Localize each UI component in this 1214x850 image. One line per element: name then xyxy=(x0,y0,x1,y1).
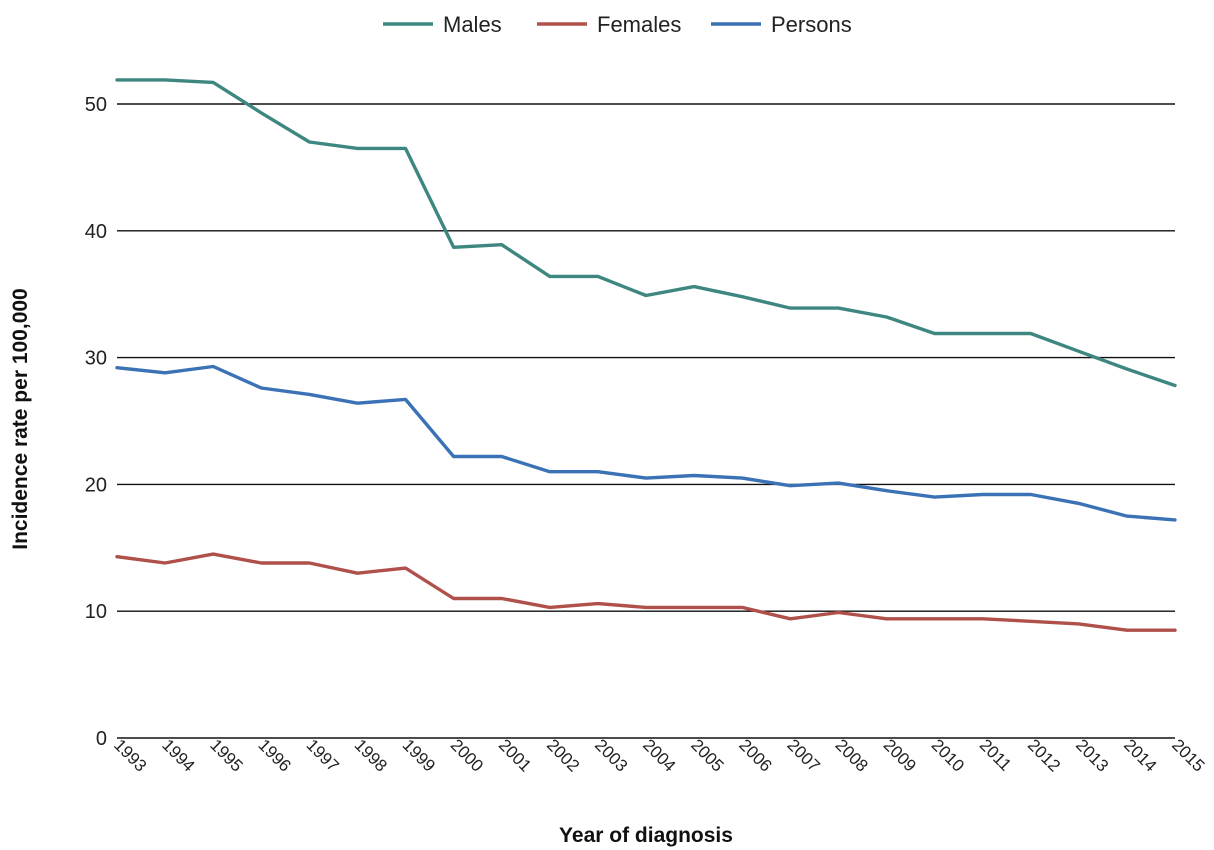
series-line-males xyxy=(115,78,1177,388)
x-tick-label: 2006 xyxy=(735,735,775,775)
y-tick-label: 10 xyxy=(85,601,107,623)
x-tick-label: 2004 xyxy=(639,735,679,775)
series-line-persons xyxy=(115,364,1177,522)
x-tick-label: 2005 xyxy=(687,735,727,775)
y-tick-label: 0 xyxy=(96,728,107,750)
x-tick-label: 2014 xyxy=(1120,735,1160,775)
x-tick-label: 1997 xyxy=(303,735,343,775)
x-axis-title: Year of diagnosis xyxy=(559,824,733,847)
y-tick-label: 40 xyxy=(85,221,107,243)
x-tick-label: 2000 xyxy=(447,735,487,775)
x-tick-label: 1998 xyxy=(351,735,391,775)
x-tick-label: 2010 xyxy=(928,735,968,775)
legend-item-females: Females xyxy=(537,12,681,37)
x-tick-label: 1994 xyxy=(158,735,198,775)
legend-label: Females xyxy=(597,12,681,37)
x-tick-label: 2008 xyxy=(832,735,872,775)
x-tick-label: 2012 xyxy=(1024,735,1064,775)
y-axis-ticks: 0 10 20 30 40 50 xyxy=(85,94,107,750)
legend-label: Males xyxy=(443,12,502,37)
legend: Males Females Persons xyxy=(383,12,852,37)
legend-label: Persons xyxy=(771,12,852,37)
x-tick-label: 1996 xyxy=(254,735,294,775)
x-tick-label: 2001 xyxy=(495,735,535,775)
x-tick-label: 2003 xyxy=(591,735,631,775)
y-tick-label: 20 xyxy=(85,474,107,496)
legend-item-persons: Persons xyxy=(711,12,852,37)
series-line-females xyxy=(115,552,1177,632)
series-lines xyxy=(115,78,1177,632)
x-tick-label: 2015 xyxy=(1168,735,1208,775)
y-tick-label: 30 xyxy=(85,348,107,370)
legend-item-males: Males xyxy=(383,12,502,37)
y-tick-label: 50 xyxy=(85,94,107,116)
x-tick-label: 1993 xyxy=(110,735,150,775)
x-tick-label: 1999 xyxy=(399,735,439,775)
y-axis-title: Incidence rate per 100,000 xyxy=(9,288,32,550)
x-tick-label: 1995 xyxy=(206,735,246,775)
x-tick-label: 2007 xyxy=(783,735,823,775)
x-tick-label: 2002 xyxy=(543,735,583,775)
x-axis-ticks: 1993 1994 1995 1996 1997 1998 1999 2000 2001 2002… xyxy=(110,735,1208,775)
x-tick-label: 2011 xyxy=(976,735,1015,774)
x-tick-label: 2013 xyxy=(1072,735,1112,775)
x-tick-label: 2009 xyxy=(880,735,920,775)
gridlines xyxy=(117,103,1175,739)
